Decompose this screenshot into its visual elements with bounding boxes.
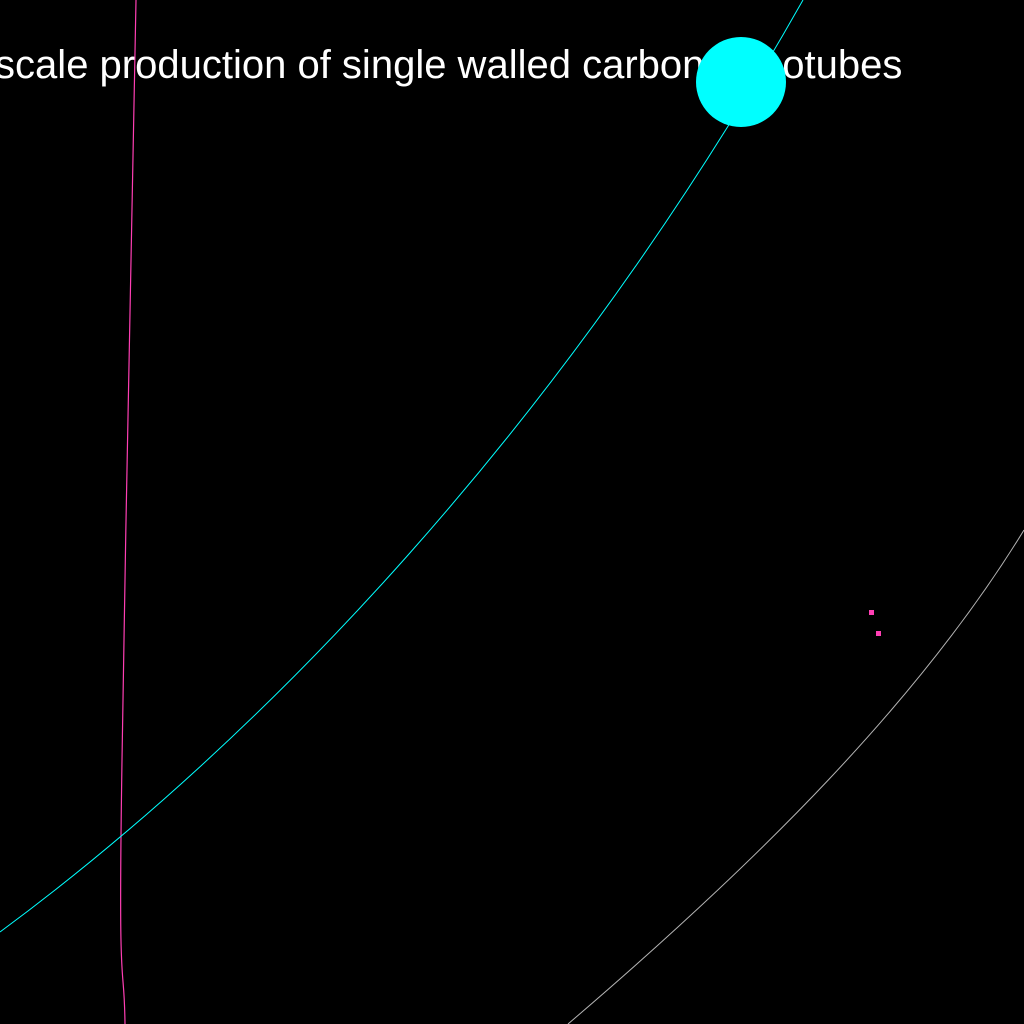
magenta-point bbox=[876, 631, 881, 636]
grey-arc bbox=[567, 529, 1024, 1024]
cyan-arc bbox=[0, 0, 804, 933]
magenta-curve bbox=[120, 0, 137, 1024]
magenta-point bbox=[869, 610, 874, 615]
cyan-dot bbox=[696, 37, 786, 127]
